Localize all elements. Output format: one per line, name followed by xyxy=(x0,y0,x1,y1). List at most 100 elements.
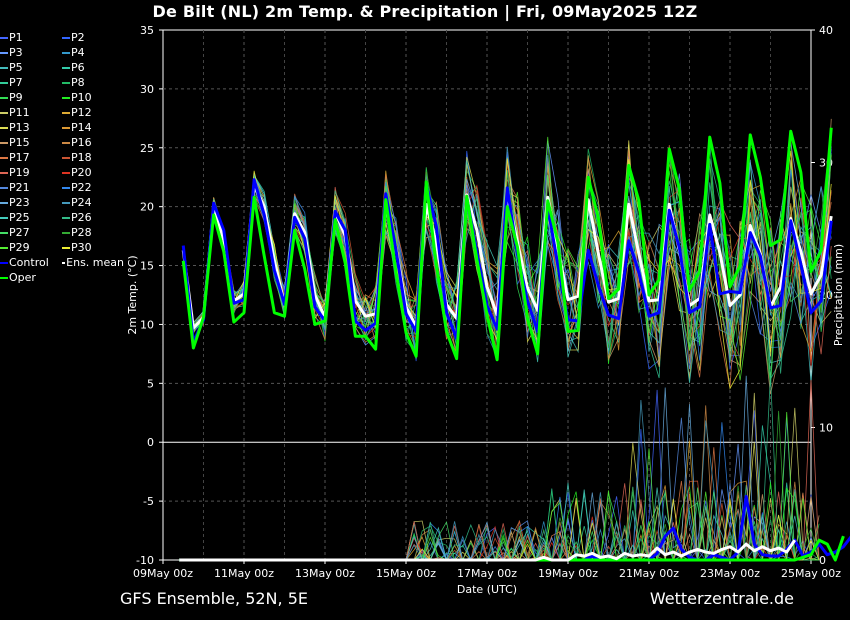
legend-item: Oper xyxy=(0,270,62,285)
legend-swatch xyxy=(0,261,8,264)
legend-item: P30 xyxy=(62,240,124,255)
legend-row: P5 P6 xyxy=(0,60,130,75)
legend-swatch xyxy=(0,111,8,114)
x-tick-label: 23May 00z xyxy=(700,567,760,580)
legend-swatch xyxy=(0,276,8,279)
series-line-oper xyxy=(181,127,833,362)
x-tick-label: 15May 00z xyxy=(376,567,436,580)
legend-label: Oper xyxy=(9,271,36,284)
y-tick-label: 25 xyxy=(140,142,154,155)
legend-swatch xyxy=(62,216,70,219)
legend-item: P8 xyxy=(62,75,124,90)
legend-row: P17 P18 xyxy=(0,150,130,165)
legend-label: P1 xyxy=(9,31,23,44)
legend-swatch xyxy=(0,216,8,219)
legend-swatch xyxy=(0,231,8,234)
legend-label: P20 xyxy=(71,166,92,179)
legend-swatch xyxy=(62,36,70,39)
legend-item: P20 xyxy=(62,165,124,180)
member-precip-line xyxy=(179,380,820,561)
y-tick-label: 0 xyxy=(147,436,154,449)
legend-label: P7 xyxy=(9,76,23,89)
y-axis-label: 2m Temp. (°C) xyxy=(126,255,139,334)
y2-tick-label: 0 xyxy=(819,554,826,567)
legend-item: P29 xyxy=(0,240,62,255)
legend-swatch xyxy=(62,231,70,234)
member-precip-line xyxy=(179,400,820,562)
legend-swatch xyxy=(0,96,8,99)
series-line-control xyxy=(181,178,833,344)
legend-swatch xyxy=(0,126,8,129)
y-tick-label: 35 xyxy=(140,24,154,37)
legend-swatch xyxy=(62,156,70,159)
legend-label: P10 xyxy=(71,91,92,104)
legend-label: P15 xyxy=(9,136,30,149)
legend-item: P25 xyxy=(0,210,62,225)
legend-swatch xyxy=(62,261,66,264)
legend-row: P23 P24 xyxy=(0,195,130,210)
x-axis-label: Date (UTC) xyxy=(457,583,517,596)
legend-swatch xyxy=(62,111,70,114)
legend-swatch xyxy=(0,246,8,249)
legend-row: P15 P16 xyxy=(0,135,130,150)
legend-swatch xyxy=(0,186,8,189)
legend-label: P4 xyxy=(71,46,85,59)
legend-item: P22 xyxy=(62,180,124,195)
legend-item: P1 xyxy=(0,30,62,45)
x-tick-label: 19May 00z xyxy=(538,567,598,580)
legend-row: Oper xyxy=(0,270,130,285)
legend-label: Ens. mean xyxy=(66,256,124,269)
legend-item: P23 xyxy=(0,195,62,210)
legend-label: P5 xyxy=(9,61,23,74)
legend-row: P9 P10 xyxy=(0,90,130,105)
y2-tick-label: 10 xyxy=(819,422,833,435)
legend-label: P19 xyxy=(9,166,30,179)
legend-swatch xyxy=(0,66,8,69)
legend-swatch xyxy=(62,186,70,189)
legend-item: P12 xyxy=(62,105,124,120)
legend-label: P22 xyxy=(71,181,92,194)
member-precip-line xyxy=(179,405,820,561)
legend-label: P23 xyxy=(9,196,30,209)
legend-item: P5 xyxy=(0,60,62,75)
member-precip-line xyxy=(179,375,820,561)
legend-item: P28 xyxy=(62,225,124,240)
x-tick-label: 13May 00z xyxy=(295,567,355,580)
y-tick-label: 30 xyxy=(140,83,154,96)
legend-swatch xyxy=(0,156,8,159)
member-precip-line xyxy=(179,389,820,561)
legend-item: P24 xyxy=(62,195,124,210)
legend-item: Control xyxy=(0,255,62,270)
legend-item: P16 xyxy=(62,135,124,150)
legend-item: P18 xyxy=(62,150,124,165)
x-tick-label: 17May 00z xyxy=(457,567,517,580)
legend-label: P30 xyxy=(71,241,92,254)
legend-label: P28 xyxy=(71,226,92,239)
legend-item: P2 xyxy=(62,30,124,45)
legend-item: P19 xyxy=(0,165,62,180)
legend-swatch xyxy=(62,171,70,174)
legend-row: P25 P26 xyxy=(0,210,130,225)
member-precip-line xyxy=(179,374,820,561)
legend-swatch xyxy=(62,141,70,144)
y-tick-label: 5 xyxy=(147,377,154,390)
legend-swatch xyxy=(0,51,8,54)
legend-swatch xyxy=(62,246,70,249)
legend-label: P13 xyxy=(9,121,30,134)
legend-label: P11 xyxy=(9,106,30,119)
legend-label: P16 xyxy=(71,136,92,149)
legend-label: P24 xyxy=(71,196,92,209)
member-precip-line xyxy=(179,392,820,562)
legend-item: P7 xyxy=(0,75,62,90)
legend-item: P21 xyxy=(0,180,62,195)
legend-item: P11 xyxy=(0,105,62,120)
legend-item: P4 xyxy=(62,45,124,60)
legend: P1 P2 P3 P4 P5 P6 P7 P8 P9 P10 P11 P12 P13 P14 P15 P16 P… xyxy=(0,30,130,285)
mean-precip-line xyxy=(179,539,797,562)
legend-swatch xyxy=(0,201,8,204)
legend-item: P3 xyxy=(0,45,62,60)
legend-item: P27 xyxy=(0,225,62,240)
legend-row: Control Ens. mean xyxy=(0,255,130,270)
legend-label: P29 xyxy=(9,241,30,254)
